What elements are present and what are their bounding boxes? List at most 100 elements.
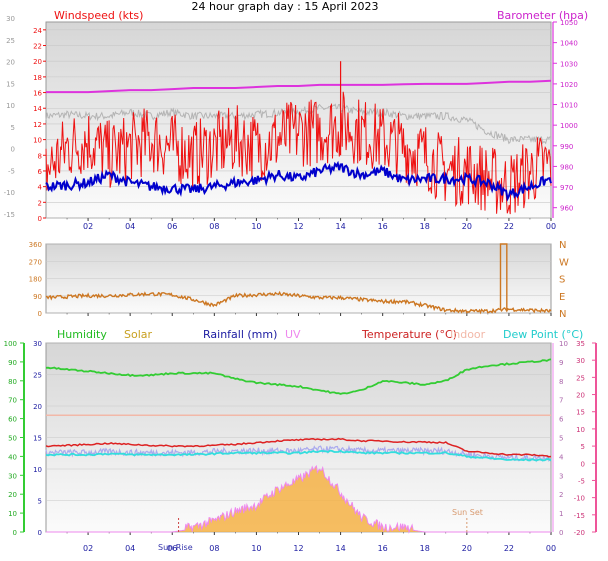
dew-point-series-line: [45, 449, 552, 462]
uv-ytick-label: 0: [559, 529, 563, 537]
windspeed-series-line: [45, 91, 552, 215]
wind-outer-ytick-label: -5: [8, 167, 15, 175]
wind-xtick-label: 00: [546, 222, 556, 231]
uv-ytick-label: 5: [559, 435, 563, 443]
rain-ytick-label: 5: [38, 498, 42, 506]
rain-ytick-label: 0: [38, 529, 42, 537]
direction-compass-label: S: [559, 275, 565, 286]
temp-xtick-label: 10: [251, 544, 261, 553]
sun-set-label: Sun Set: [452, 508, 483, 517]
wind-xtick-label: 02: [83, 222, 93, 231]
wind-ytick-label: 4: [38, 184, 43, 192]
baro-ytick-label: 1020: [560, 81, 578, 89]
temp-xtick-label: 08: [209, 544, 219, 553]
humidity-ytick-label: 0: [13, 529, 17, 537]
legend-rainfall: Rainfall (mm): [203, 328, 277, 341]
barometer-series-line: [46, 79, 552, 94]
sun-rise-label: Sun Rise: [158, 543, 193, 552]
wind-xtick-label: 14: [335, 222, 345, 231]
wind-outer-ytick-label: 15: [6, 80, 15, 88]
temp-xtick-label: 04: [125, 544, 135, 553]
legend-indoor: Indoor: [450, 328, 486, 341]
legend-solar: Solar: [124, 328, 153, 341]
wind-baro-panel: 024681012141618202224-15-10-505101520253…: [4, 15, 578, 231]
wind-outer-ytick-label: -10: [4, 189, 15, 197]
temp-xtick-label: 12: [293, 544, 303, 553]
baro-ytick-label: 1000: [560, 122, 578, 130]
uv-ytick-label: 9: [559, 359, 563, 367]
apparent-temperature-line: [45, 444, 552, 463]
direction-ytick-label: 0: [38, 310, 42, 318]
wind-ytick-label: 14: [33, 105, 42, 113]
wind-ytick-label: 16: [33, 90, 42, 98]
temperature-ytick-label: -10: [574, 495, 585, 503]
wind-xtick-label: 20: [462, 222, 472, 231]
uv-ytick-label: 7: [559, 397, 563, 405]
wind-xtick-label: 08: [209, 222, 219, 231]
baro-ytick-label: 1030: [560, 60, 578, 68]
legend-humidity: Humidity: [57, 328, 107, 341]
temperature-ytick-label: -20: [574, 529, 585, 537]
wind-ytick-label: 0: [38, 215, 42, 223]
temp-xtick-label: 14: [335, 544, 345, 553]
uv-ytick-label: 2: [559, 491, 563, 499]
temperature-ytick-label: -5: [578, 477, 585, 485]
direction-compass-label: E: [559, 292, 565, 303]
direction-ytick-label: 180: [29, 276, 42, 284]
rain-ytick-label: 20: [33, 403, 42, 411]
wind-ytick-label: 12: [33, 121, 42, 129]
temperature-ytick-label: 20: [576, 392, 585, 400]
direction-compass-label: W: [559, 257, 569, 268]
temperature-ytick-label: 10: [576, 426, 585, 434]
temp-humidity-panel: 0510152025300102030405060708090100012345…: [4, 340, 597, 553]
wind-outer-ytick-label: 5: [11, 124, 15, 132]
temp-xtick-label: 16: [378, 544, 388, 553]
wind-background: [45, 21, 552, 219]
wind-ytick-label: 8: [38, 152, 42, 160]
wind-ytick-label: 6: [38, 168, 43, 176]
legend-windspeed: Windspeed (kts): [54, 9, 143, 22]
legend-dew-point: Dew Point (°C): [503, 328, 583, 341]
wind-xtick-label: 16: [378, 222, 388, 231]
baro-ytick-label: 960: [560, 205, 573, 213]
legend-temperature: Temperature (°C): [361, 328, 457, 341]
rain-ytick-label: 30: [33, 340, 42, 348]
baro-ytick-label: 1050: [560, 19, 578, 27]
direction-ytick-label: 270: [29, 258, 42, 266]
humidity-ytick-label: 50: [8, 435, 17, 443]
temperature-ytick-label: 35: [576, 340, 585, 348]
baro-ytick-label: 1010: [560, 102, 578, 110]
humidity-ytick-label: 40: [8, 453, 17, 461]
baro-ytick-label: 1040: [560, 40, 578, 48]
uv-ytick-label: 8: [559, 378, 563, 386]
direction-compass-label: N: [559, 309, 566, 320]
humidity-ytick-label: 100: [4, 340, 17, 348]
temperature-ytick-label: 0: [581, 460, 585, 468]
temp-xtick-label: 06: [167, 544, 177, 553]
humidity-ytick-label: 30: [8, 472, 17, 480]
wind-outer-ytick-label: 0: [11, 146, 15, 154]
temp-xtick-label: 02: [83, 544, 93, 553]
wind-ytick-label: 10: [33, 137, 42, 145]
wind-xtick-label: 04: [125, 222, 135, 231]
humidity-ytick-label: 20: [8, 491, 17, 499]
humidity-series-line: [45, 358, 552, 395]
legend-barometer: Barometer (hpa): [497, 9, 588, 22]
temperature-ytick-label: -15: [574, 512, 585, 520]
humidity-ytick-label: 10: [8, 510, 17, 518]
humidity-ytick-label: 70: [8, 397, 17, 405]
rain-ytick-label: 15: [33, 435, 42, 443]
humidity-ytick-label: 90: [8, 359, 17, 367]
baro-ytick-label: 980: [560, 163, 573, 171]
uv-ytick-label: 3: [559, 472, 563, 480]
wind-direction-spike: [499, 243, 508, 311]
wind-xtick-label: 12: [293, 222, 303, 231]
chart-title: 24 hour graph day : 15 April 2023: [192, 0, 379, 13]
wind-outer-ytick-label: 25: [6, 37, 15, 45]
wind-outer-ytick-label: -15: [4, 211, 15, 219]
temperature-ytick-label: 15: [576, 409, 585, 417]
wind-ytick-label: 24: [33, 27, 42, 35]
humidity-ytick-label: 80: [8, 378, 17, 386]
temp-xtick-label: 20: [462, 544, 472, 553]
